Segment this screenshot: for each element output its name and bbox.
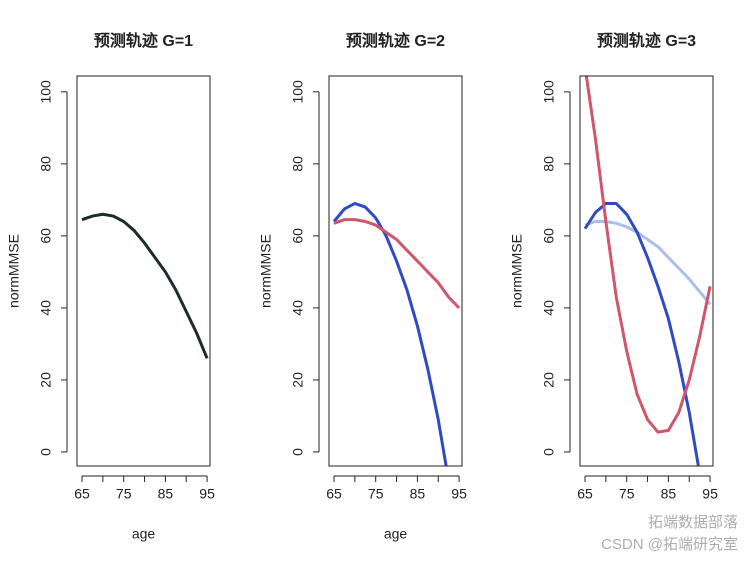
x-tick-label: 95 [451, 486, 467, 502]
series-line [583, 201, 700, 466]
panel-title: 预测轨迹 G=3 [597, 31, 696, 50]
x-tick-label: 85 [661, 486, 677, 502]
y-tick-label: 100 [290, 80, 306, 104]
x-tick-label: 95 [702, 486, 718, 502]
series-line [81, 212, 209, 359]
x-tick-label: 95 [199, 486, 215, 502]
series-line [333, 218, 461, 309]
x-tick-label: 65 [326, 486, 342, 502]
x-tick-label: 75 [368, 486, 384, 502]
watermark: 拓端数据部落 [648, 514, 738, 531]
y-tick-label: 40 [541, 300, 557, 316]
watermark: CSDN @拓端研究室 [601, 536, 738, 553]
y-tick-label: 0 [541, 448, 557, 456]
y-tick-label: 20 [38, 372, 54, 388]
y-tick-label: 0 [38, 448, 54, 456]
y-axis-label: normMMSE [509, 234, 525, 308]
y-tick-label: 80 [290, 156, 306, 172]
y-axis-label: normMMSE [6, 234, 22, 308]
y-tick-label: 80 [38, 156, 54, 172]
plot-area [583, 76, 712, 466]
y-axis-label: normMMSE [258, 234, 274, 308]
y-tick-label: 100 [38, 80, 54, 104]
x-tick-label: 65 [74, 486, 90, 502]
y-tick-label: 40 [290, 300, 306, 316]
x-tick-label: 85 [158, 486, 174, 502]
y-tick-label: 20 [290, 372, 306, 388]
y-tick-label: 60 [38, 228, 54, 244]
x-tick-label: 75 [619, 486, 635, 502]
y-tick-label: 20 [541, 372, 557, 388]
y-tick-label: 60 [290, 228, 306, 244]
y-tick-label: 100 [541, 80, 557, 104]
series-line [332, 201, 448, 466]
plot-area [332, 201, 461, 466]
panel-title: 预测轨迹 G=1 [94, 31, 193, 50]
x-axis-label: age [384, 526, 408, 542]
y-tick-label: 40 [38, 300, 54, 316]
panel-title: 预测轨迹 G=2 [346, 31, 445, 50]
x-tick-label: 65 [577, 486, 593, 502]
plot-box [328, 75, 463, 467]
y-tick-label: 60 [541, 228, 557, 244]
plot-box [76, 75, 211, 467]
y-tick-label: 80 [541, 156, 557, 172]
series-line [584, 219, 712, 306]
series-line [584, 76, 712, 434]
x-tick-label: 85 [410, 486, 426, 502]
x-axis-label: age [132, 526, 156, 542]
plot-area [81, 212, 209, 359]
x-tick-label: 75 [116, 486, 132, 502]
y-tick-label: 0 [290, 448, 306, 456]
plot-box [579, 75, 714, 467]
